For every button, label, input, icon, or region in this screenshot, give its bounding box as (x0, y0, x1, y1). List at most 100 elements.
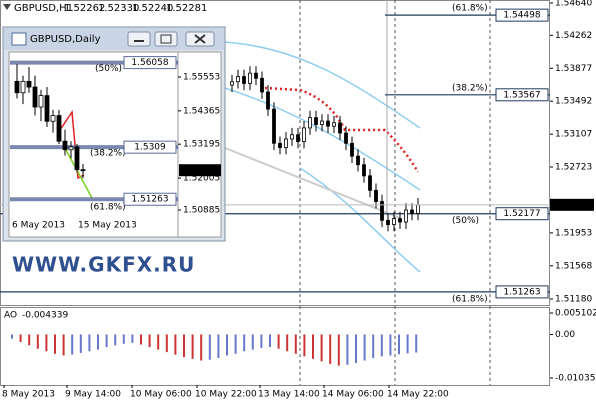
fib-price: 1.54498 (503, 11, 540, 21)
header-price: 1.52240 (132, 3, 173, 14)
candle-body (356, 155, 360, 166)
chart-title: GBPUSD,H1 (14, 3, 73, 14)
parabolic-sar (264, 86, 420, 173)
x-tick-label: 9 May 14:00 (65, 390, 121, 400)
inset-fib-box (123, 56, 177, 70)
fib-price-box (495, 285, 549, 299)
y-tick-label: 1.53107 (555, 130, 592, 140)
ao-current: -0.004339 (22, 311, 68, 321)
window-icon (11, 32, 27, 46)
x-tick-label: 14 May 06:00 (322, 390, 384, 400)
ao-tick-label: 0.00 (555, 330, 575, 340)
candle-body (266, 91, 270, 110)
candle-body (290, 134, 294, 140)
candle-body (50, 115, 56, 122)
candle-body (386, 219, 390, 225)
inset-fib-label: (61.8%) (90, 203, 126, 213)
candle-body (32, 86, 38, 108)
x-tick-label: 14 May 22:00 (387, 390, 449, 400)
y-tick-label: 1.53492 (555, 97, 592, 107)
candle-body (74, 146, 80, 171)
candle-body (254, 72, 258, 79)
title-icon (3, 4, 11, 10)
header-price: 1.52262 (64, 3, 105, 14)
candle-body (374, 189, 378, 202)
inset-window: GBPUSD,Daily 1.55553 1.54365 1.53195 1.5200… (2, 26, 226, 242)
candle-body (272, 108, 276, 144)
candle-body (278, 142, 282, 148)
ao-title: AO (4, 311, 17, 321)
candle-body (362, 164, 366, 177)
x-tick-label: 10 May 06:00 (130, 390, 192, 400)
fib-price: 1.51263 (503, 287, 540, 297)
inset-fib-label: (38.2%) (90, 149, 126, 159)
y-tick-label: 1.54262 (555, 31, 592, 41)
y-tick-label: 1.51953 (555, 228, 592, 238)
minimize-button[interactable] (127, 31, 151, 47)
maximize-button[interactable] (154, 31, 178, 47)
lower-band (299, 167, 421, 273)
candle-body (404, 209, 408, 223)
candle-body (242, 76, 246, 84)
fib-label: (38.2%) (452, 83, 488, 93)
zigzag-lower (65, 149, 93, 199)
current-price-box (550, 198, 594, 211)
inset-fib-label: (50%) (95, 64, 122, 74)
indicators (224, 0, 421, 273)
ao-tick-label: -0.010355 (555, 373, 596, 383)
inset-layer: 1.55553 1.54365 1.53195 1.52005 1.50885 (50%)… (10, 56, 221, 231)
watermark: WWW.GKFX.RU (12, 253, 195, 277)
inset-y-tick-label: 1.50885 (183, 206, 220, 216)
inset-fib-price: 1.56058 (131, 58, 168, 68)
inset-fib-price: 1.5309 (134, 143, 166, 153)
inset-plot (8, 51, 222, 238)
inset-x-label: 6 May 2013 (12, 221, 65, 231)
current-price: 1.52281 (553, 200, 590, 210)
inset-y-tick-label: 1.54365 (183, 106, 220, 116)
candle-body (56, 115, 62, 142)
inset-y-tick-label: 1.53195 (183, 140, 220, 150)
candle-body (284, 138, 288, 148)
fib-price: 1.52177 (503, 209, 540, 219)
inset-fib-price: 1.51263 (131, 195, 168, 205)
x-tick-label: 13 May 14:00 (258, 390, 320, 400)
fib-label: (61.8%) (452, 294, 488, 304)
candle-body (38, 95, 44, 108)
header-price: 1.52281 (166, 3, 207, 14)
y-tick-label: 1.51568 (555, 261, 592, 271)
window-title: GBPUSD,Daily (30, 34, 101, 45)
inset-current-price: 1.52281 (181, 166, 218, 176)
fib-price-box (495, 88, 549, 102)
candle-body (20, 80, 26, 94)
maximize-glyph (160, 34, 172, 44)
fib-price-box (495, 207, 549, 221)
x-tick-label: 8 May 2013 (2, 390, 55, 400)
candle-body (260, 77, 264, 93)
candle-body (236, 76, 240, 83)
candle-body (368, 175, 372, 191)
ao-tick-label: 0.005102 (555, 308, 596, 318)
upper-band (224, 41, 421, 129)
candle-body (416, 204, 420, 214)
y-tick-label: 1.54640 (555, 0, 592, 8)
candle-body (392, 218, 396, 225)
inset-fib-box (123, 192, 177, 206)
candle-body (308, 117, 312, 129)
inset-current-box (179, 164, 221, 177)
candle-body (14, 80, 20, 94)
candle-body (302, 127, 306, 142)
fib-label: (61.8%) (452, 4, 488, 14)
candle-body (320, 120, 324, 125)
candle-body (26, 80, 32, 88)
y-tick-label: 1.51180 (555, 295, 592, 305)
candle-body (332, 122, 336, 127)
candle-body (44, 95, 50, 122)
ao-pane (0, 307, 550, 386)
candle-body (344, 132, 348, 144)
candle-body (62, 140, 68, 151)
candle-body (68, 146, 74, 151)
candle-body (380, 201, 384, 221)
fib-price-box (495, 8, 549, 22)
candle-body (338, 122, 342, 134)
